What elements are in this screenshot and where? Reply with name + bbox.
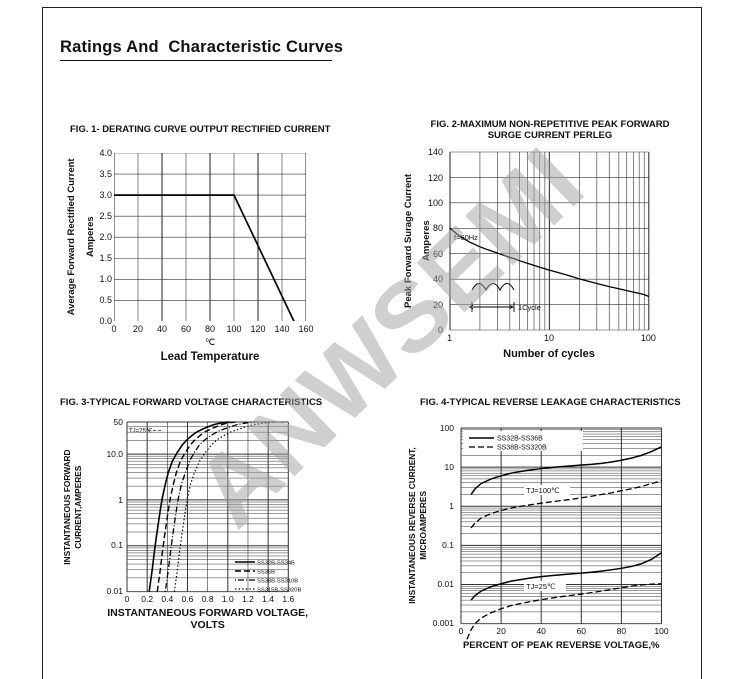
svg-text:SS36B: SS36B	[257, 569, 275, 575]
svg-text:TJ=25℃: TJ=25℃	[129, 428, 153, 434]
svg-text:SS32B-SS36B: SS32B-SS36B	[497, 435, 543, 442]
svg-text:SS38B-SS320B: SS38B-SS320B	[497, 444, 547, 451]
svg-text:TJ=25℃: TJ=25℃	[526, 582, 555, 591]
svg-text:SS315B-SS320B: SS315B-SS320B	[257, 587, 301, 593]
svg-text:SS38B-SS310B: SS38B-SS310B	[257, 578, 298, 584]
svg-text:TJ=100℃: TJ=100℃	[526, 486, 560, 495]
svg-text:1Cycle: 1Cycle	[518, 303, 541, 312]
svg-text:SS32B-SS34B: SS32B-SS34B	[257, 560, 295, 566]
